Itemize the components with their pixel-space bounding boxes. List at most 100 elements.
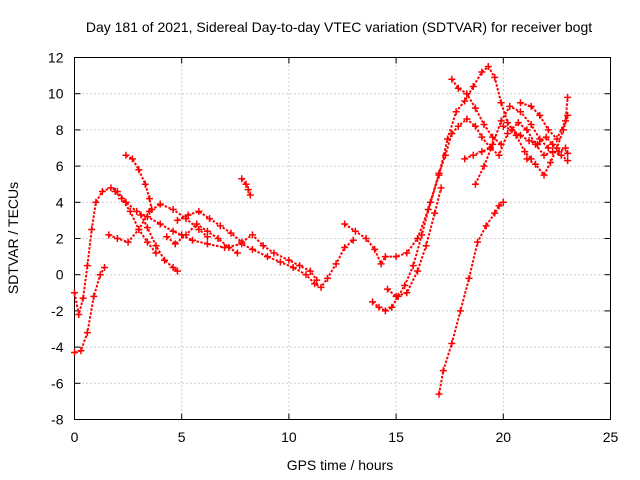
data-point bbox=[105, 231, 113, 239]
data-point bbox=[495, 151, 503, 159]
data-point bbox=[480, 162, 488, 170]
series-track-16 bbox=[471, 102, 552, 188]
data-point bbox=[504, 119, 512, 127]
data-point bbox=[414, 267, 422, 275]
data-point bbox=[536, 135, 544, 143]
data-point bbox=[92, 198, 100, 206]
data-point bbox=[454, 84, 462, 92]
data-point bbox=[126, 207, 134, 215]
data-point bbox=[409, 262, 417, 270]
series-track-1 bbox=[71, 263, 109, 357]
data-point bbox=[184, 211, 192, 219]
series-line bbox=[108, 202, 209, 244]
data-point bbox=[435, 169, 443, 177]
data-point bbox=[484, 63, 492, 71]
series-line bbox=[125, 154, 153, 210]
data-point bbox=[478, 133, 486, 141]
series-track-8 bbox=[238, 175, 254, 199]
data-point bbox=[437, 184, 445, 192]
data-point bbox=[426, 198, 434, 206]
data-point bbox=[561, 144, 569, 152]
x-tick-label: 0 bbox=[71, 429, 79, 445]
data-point bbox=[71, 349, 78, 357]
series-line bbox=[176, 210, 318, 281]
data-point bbox=[285, 256, 293, 264]
series-line bbox=[371, 117, 569, 313]
data-point bbox=[169, 263, 177, 271]
data-point bbox=[148, 206, 156, 214]
y-tick-label: -2 bbox=[51, 303, 64, 319]
data-point bbox=[557, 151, 565, 159]
data-point bbox=[216, 222, 224, 230]
data-point bbox=[182, 231, 190, 239]
data-point bbox=[77, 347, 85, 355]
data-point bbox=[152, 242, 160, 250]
data-point bbox=[79, 294, 87, 302]
data-point bbox=[313, 276, 321, 284]
data-point bbox=[564, 149, 572, 157]
data-point bbox=[238, 175, 246, 183]
data-point bbox=[111, 187, 119, 195]
y-tick-label: 8 bbox=[56, 122, 64, 138]
data-point bbox=[122, 151, 130, 159]
data-point bbox=[384, 285, 392, 293]
data-point bbox=[521, 148, 529, 156]
data-point bbox=[463, 115, 471, 123]
data-point bbox=[248, 245, 256, 253]
grid-layer bbox=[74, 57, 611, 420]
data-point bbox=[454, 122, 462, 130]
data-point bbox=[540, 171, 548, 179]
data-point bbox=[143, 224, 151, 232]
x-axis-label: GPS time / hours bbox=[287, 457, 394, 473]
data-point bbox=[351, 227, 359, 235]
data-point bbox=[233, 249, 241, 257]
data-point bbox=[203, 227, 211, 235]
data-point bbox=[83, 329, 91, 337]
data-point bbox=[527, 102, 535, 110]
data-point bbox=[478, 148, 486, 156]
data-point bbox=[306, 267, 314, 275]
data-point bbox=[195, 207, 203, 215]
data-point bbox=[469, 82, 477, 90]
data-point bbox=[491, 73, 499, 81]
data-point bbox=[156, 200, 164, 208]
data-point bbox=[135, 166, 143, 174]
data-point bbox=[499, 198, 507, 206]
data-point bbox=[489, 140, 497, 148]
y-tick-label: -4 bbox=[51, 339, 64, 355]
data-point bbox=[456, 307, 464, 315]
data-point bbox=[238, 238, 246, 246]
data-point bbox=[388, 303, 396, 311]
data-point bbox=[441, 151, 449, 159]
data-point bbox=[542, 133, 550, 141]
data-point bbox=[495, 202, 503, 210]
data-point bbox=[392, 253, 400, 261]
data-point bbox=[480, 120, 488, 128]
series-track-10 bbox=[341, 63, 535, 268]
data-point bbox=[113, 235, 121, 242]
data-point bbox=[171, 240, 179, 248]
data-point bbox=[263, 253, 271, 261]
data-point bbox=[349, 236, 357, 244]
data-point bbox=[546, 158, 554, 166]
data-point bbox=[317, 283, 325, 291]
data-point bbox=[214, 235, 222, 242]
data-point bbox=[296, 262, 304, 270]
data-point bbox=[461, 155, 469, 163]
series-line bbox=[502, 125, 569, 154]
data-point bbox=[452, 108, 460, 116]
data-point bbox=[371, 245, 379, 253]
y-tick-label: -8 bbox=[51, 412, 64, 428]
data-point bbox=[536, 111, 544, 119]
data-point bbox=[544, 144, 552, 152]
data-point bbox=[474, 238, 482, 246]
data-point bbox=[276, 258, 284, 266]
data-point bbox=[169, 206, 177, 214]
data-point bbox=[516, 131, 524, 139]
data-point bbox=[392, 292, 400, 300]
data-point bbox=[96, 271, 104, 279]
data-point bbox=[564, 93, 572, 101]
data-point bbox=[163, 233, 171, 241]
data-point bbox=[135, 225, 143, 233]
series-line bbox=[74, 266, 106, 354]
